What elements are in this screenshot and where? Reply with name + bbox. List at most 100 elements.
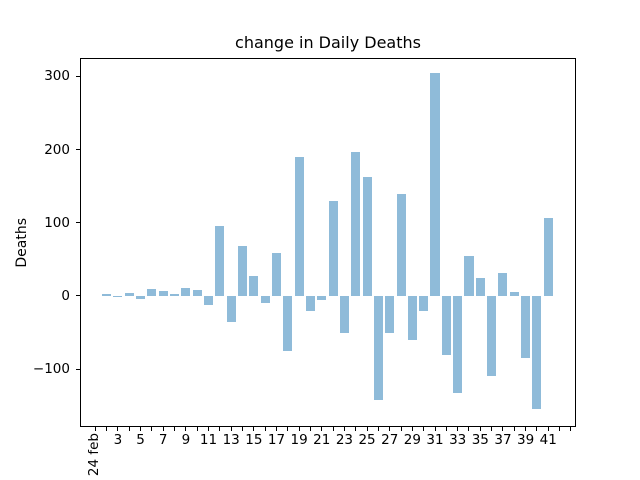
x-tick-mark bbox=[106, 427, 108, 431]
x-tick-label: 17 bbox=[267, 432, 286, 448]
bar bbox=[487, 295, 497, 377]
bar bbox=[271, 253, 281, 296]
x-tick-mark bbox=[275, 427, 277, 431]
y-tick-label: −100 bbox=[32, 361, 70, 378]
x-tick-mark bbox=[513, 427, 515, 431]
x-tick-mark bbox=[366, 427, 368, 431]
x-tick-mark bbox=[174, 427, 176, 431]
x-tick-label: 11 bbox=[199, 432, 218, 448]
bar bbox=[147, 288, 157, 296]
x-tick-mark bbox=[491, 427, 493, 431]
x-tick-mark bbox=[128, 427, 130, 431]
x-tick-label: 13 bbox=[222, 432, 240, 448]
bar bbox=[283, 295, 293, 351]
x-tick-label: 21 bbox=[313, 432, 331, 448]
bar bbox=[521, 295, 531, 359]
bar bbox=[464, 256, 474, 296]
y-tick-mark bbox=[76, 149, 80, 151]
y-tick-mark bbox=[76, 222, 80, 224]
bar bbox=[237, 246, 248, 296]
x-tick-label: 31 bbox=[426, 432, 444, 448]
x-tick-mark bbox=[162, 427, 164, 431]
y-tick-label: 0 bbox=[61, 287, 70, 304]
x-tick-mark bbox=[140, 427, 142, 431]
bar bbox=[124, 293, 134, 296]
bar bbox=[498, 272, 508, 296]
x-tick-mark bbox=[253, 427, 255, 431]
bar bbox=[453, 295, 463, 394]
x-tick-label: 35 bbox=[471, 432, 489, 448]
x-tick-mark bbox=[185, 427, 187, 431]
bar bbox=[339, 295, 349, 333]
x-tick-mark bbox=[321, 427, 323, 431]
x-tick-mark bbox=[309, 427, 311, 431]
x-tick-mark bbox=[502, 427, 504, 431]
x-tick-label: 24 feb bbox=[86, 433, 103, 477]
bar bbox=[328, 200, 338, 296]
x-tick-mark bbox=[570, 427, 572, 431]
x-tick-mark bbox=[423, 427, 425, 431]
plot-area bbox=[80, 58, 576, 427]
x-tick-mark bbox=[219, 427, 221, 431]
x-tick-mark bbox=[94, 427, 96, 431]
x-tick-mark bbox=[536, 427, 538, 431]
x-tick-mark bbox=[389, 427, 391, 431]
x-tick-mark bbox=[151, 427, 153, 431]
x-tick-mark bbox=[343, 427, 345, 431]
x-tick-label: 39 bbox=[517, 432, 535, 448]
bar bbox=[396, 194, 406, 296]
x-tick-mark bbox=[355, 427, 357, 431]
bar bbox=[204, 295, 214, 306]
x-tick-mark bbox=[332, 427, 334, 431]
x-tick-mark bbox=[196, 427, 198, 431]
bar bbox=[543, 217, 553, 296]
x-tick-label: 3 bbox=[113, 432, 123, 448]
bar bbox=[385, 295, 395, 333]
x-tick-mark bbox=[298, 427, 300, 431]
bar bbox=[419, 295, 429, 312]
x-tick-label: 27 bbox=[381, 432, 399, 448]
bar bbox=[430, 72, 440, 296]
x-tick-mark bbox=[457, 427, 459, 431]
x-tick-mark bbox=[242, 427, 243, 431]
y-tick-label: 100 bbox=[44, 214, 70, 231]
x-tick-mark bbox=[559, 427, 561, 431]
x-tick-label: 15 bbox=[245, 432, 263, 448]
bar bbox=[509, 291, 519, 296]
x-tick-label: 33 bbox=[449, 432, 467, 448]
x-tick-label: 25 bbox=[358, 432, 376, 448]
bar bbox=[136, 295, 146, 299]
bar bbox=[249, 276, 259, 296]
bar bbox=[532, 295, 542, 410]
bar bbox=[373, 295, 383, 400]
bar bbox=[475, 277, 485, 296]
bar bbox=[362, 176, 372, 296]
bar bbox=[305, 295, 315, 312]
x-tick-mark bbox=[230, 427, 232, 431]
x-tick-mark bbox=[264, 427, 266, 431]
x-tick-mark bbox=[287, 427, 289, 431]
x-tick-label: 41 bbox=[539, 432, 557, 448]
x-tick-label: 29 bbox=[403, 432, 421, 448]
x-tick-mark bbox=[434, 427, 436, 431]
x-tick-label: 9 bbox=[181, 432, 191, 448]
x-tick-mark bbox=[400, 427, 402, 431]
bar bbox=[317, 295, 327, 300]
x-tick-mark bbox=[377, 427, 379, 431]
y-tick-mark bbox=[76, 295, 80, 297]
x-tick-mark bbox=[547, 427, 549, 431]
bar bbox=[260, 295, 270, 304]
bar bbox=[294, 156, 304, 296]
y-tick-label: 300 bbox=[44, 68, 70, 85]
x-tick-mark bbox=[525, 427, 527, 431]
bar bbox=[215, 226, 225, 296]
y-tick-mark bbox=[76, 75, 80, 77]
bar bbox=[181, 287, 191, 296]
bar bbox=[192, 290, 202, 296]
x-tick-label: 19 bbox=[290, 432, 308, 448]
x-tick-label: 7 bbox=[158, 432, 168, 448]
x-tick-mark bbox=[468, 427, 470, 431]
bar bbox=[226, 295, 236, 323]
bar bbox=[158, 290, 168, 296]
